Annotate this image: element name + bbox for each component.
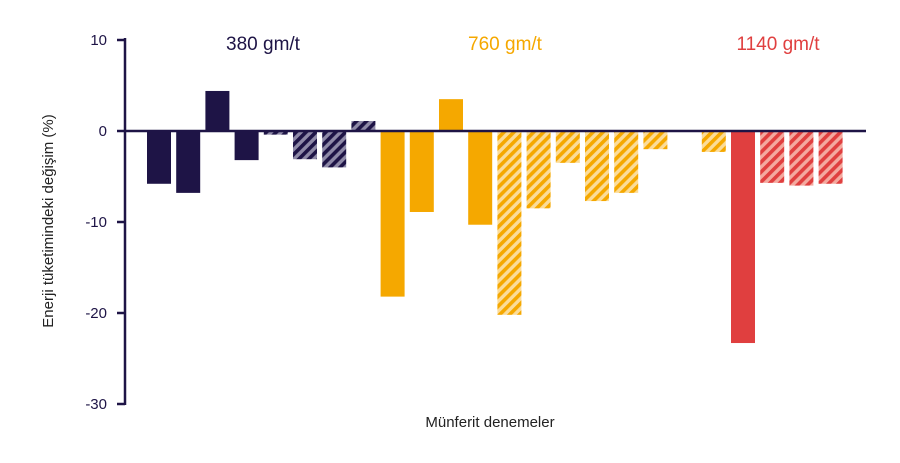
bar [643,131,668,150]
bar [760,131,785,183]
bar [263,131,288,135]
group-label-1140: 1140 gm/t [736,34,820,55]
bar [731,131,755,344]
bar [789,131,814,186]
bar [234,131,259,161]
bar [701,131,726,152]
bar [351,120,376,131]
bar [176,131,201,193]
y-tick-label: -10 [85,214,107,231]
group-label-760: 760 gm/t [468,34,543,55]
bar [497,131,522,315]
bar [555,131,580,163]
y-tick-label: 0 [99,123,107,140]
bar [293,131,317,160]
bar [439,99,463,131]
bar [409,131,434,212]
bar [322,131,347,168]
y-tick-label: -20 [85,305,107,322]
y-tick-label: 10 [90,32,107,49]
x-axis-label: Münferit denemeler [425,414,554,431]
bar [526,131,551,209]
y-axis-label: Enerji tüketimindeki değişim (%) [40,114,57,327]
y-tick-label: -30 [85,396,107,413]
bar [147,131,171,184]
bar [380,131,405,297]
bar [818,131,843,184]
bar [585,131,609,202]
bar [468,131,493,225]
bar [614,131,639,193]
group-label-380: 380 gm/t [226,34,301,55]
bar [205,90,230,131]
